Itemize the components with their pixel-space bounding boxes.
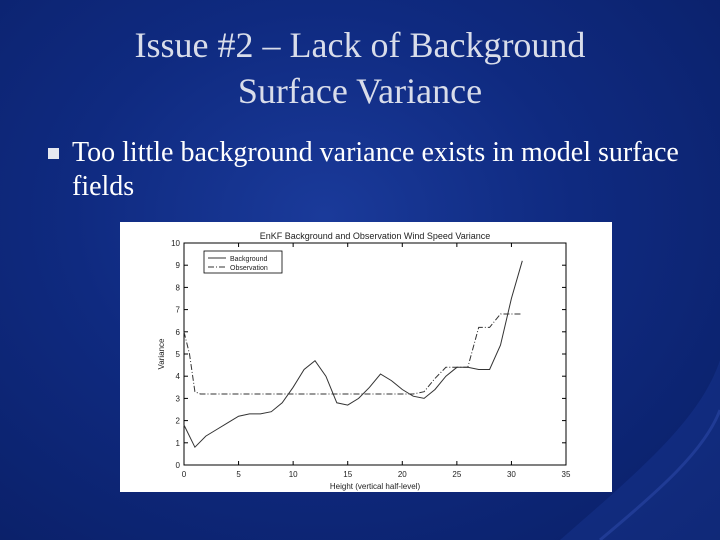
y-tick-label: 9 [176, 261, 181, 270]
series-line-background [183, 260, 523, 449]
x-tick-label: 20 [398, 470, 407, 479]
x-tick-label: 10 [289, 470, 298, 479]
y-tick-label: 5 [176, 350, 181, 359]
y-tick-label: 3 [176, 394, 181, 403]
chart-title: EnKF Background and Observation Wind Spe… [260, 231, 490, 241]
plot-frame [183, 242, 567, 466]
x-tick-label: 25 [452, 470, 461, 479]
bullet-text: Too little background variance exists in… [72, 137, 679, 202]
y-tick-label: 8 [176, 283, 181, 292]
y-axis-label: Variance [157, 338, 166, 370]
bullet-item: Too little background variance exists in… [48, 136, 688, 204]
slide-title: Issue #2 – Lack of Background Surface Va… [0, 22, 720, 114]
y-tick-label: 7 [176, 306, 181, 315]
legend-label-background: Background [230, 256, 267, 263]
variance-chart: 0 5 10 15 20 25 30 35 0 1 2 3 4 5 6 7 8 9 10 EnKF Backgroun… [120, 222, 612, 492]
y-tick-label: 1 [176, 439, 181, 448]
x-tick-label: 5 [236, 470, 241, 479]
slide-title-line-1: Issue #2 – Lack of Background [134, 25, 586, 65]
x-tick-label: 35 [562, 470, 571, 479]
legend-label-observation: Observation [230, 265, 268, 272]
y-tick-label: 6 [176, 328, 181, 337]
y-tick-label: 0 [176, 461, 181, 470]
x-tick-label: 30 [507, 470, 516, 479]
slide-title-line-2: Surface Variance [237, 71, 483, 111]
x-axis-label: Height (vertical half-level) [330, 482, 421, 491]
series-line-observation [183, 313, 523, 395]
chart-svg: 0 5 10 15 20 25 30 35 0 1 2 3 4 5 6 7 8 9 10 EnKF Backgroun… [157, 231, 571, 491]
square-bullet-icon [48, 148, 59, 159]
y-tick-label: 10 [171, 239, 180, 248]
x-tick-label: 15 [343, 470, 352, 479]
x-tick-label: 0 [182, 470, 187, 479]
y-tick-label: 4 [176, 372, 181, 381]
y-tick-label: 2 [176, 417, 181, 426]
